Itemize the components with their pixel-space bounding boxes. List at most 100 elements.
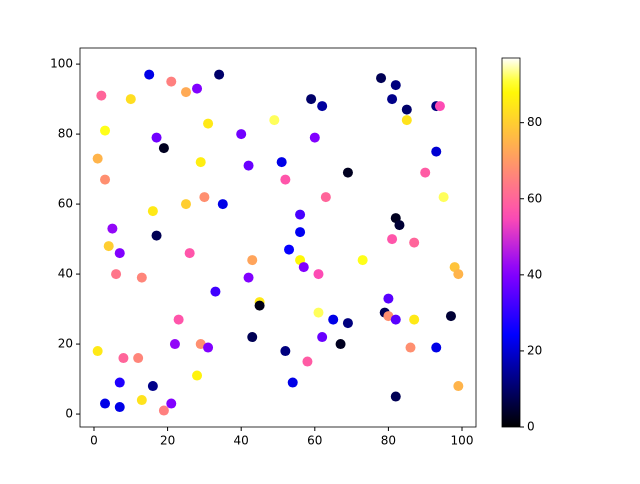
point: [103, 241, 114, 252]
point: [111, 269, 122, 280]
point: [151, 132, 162, 143]
point: [284, 244, 295, 255]
point: [192, 83, 203, 94]
point: [136, 395, 147, 406]
point: [276, 157, 287, 168]
point: [214, 69, 225, 80]
point: [295, 227, 306, 238]
point: [107, 223, 118, 234]
point: [409, 237, 420, 248]
y-tick-label: 60: [58, 197, 73, 211]
point: [100, 174, 111, 185]
point: [394, 220, 405, 231]
point: [269, 115, 280, 126]
point: [387, 94, 398, 105]
point: [144, 69, 155, 80]
colorbar-tick-label: 20: [527, 343, 542, 357]
point: [280, 346, 291, 357]
point: [357, 255, 368, 266]
point: [184, 248, 195, 259]
point: [313, 307, 324, 318]
point: [453, 269, 464, 280]
point: [147, 206, 158, 217]
point: [431, 342, 442, 353]
point: [236, 129, 247, 140]
point: [383, 293, 394, 304]
point: [387, 234, 398, 245]
point: [254, 300, 265, 311]
point: [92, 153, 103, 164]
point: [453, 381, 464, 392]
point: [306, 94, 317, 105]
point: [247, 255, 258, 266]
point: [243, 272, 254, 283]
y-tick-label: 80: [58, 127, 73, 141]
colorbar: [501, 57, 521, 428]
point: [295, 209, 306, 220]
point: [100, 125, 111, 136]
point: [173, 314, 184, 325]
point: [166, 398, 177, 409]
point: [210, 286, 221, 297]
point: [100, 398, 111, 409]
point: [342, 167, 353, 178]
point: [118, 353, 129, 364]
point: [280, 174, 291, 185]
point: [96, 90, 107, 101]
point: [92, 346, 103, 357]
point: [125, 94, 136, 105]
point: [390, 391, 401, 402]
colorbar-tick-label: 80: [527, 115, 542, 129]
point: [114, 377, 125, 388]
point: [217, 199, 228, 210]
point: [409, 314, 420, 325]
colorbar-tick-label: 40: [527, 267, 542, 281]
point: [317, 101, 328, 112]
point: [199, 192, 210, 203]
point: [133, 353, 144, 364]
point: [247, 332, 258, 343]
y-tick-label: 100: [50, 57, 73, 71]
y-tick-label: 20: [58, 337, 73, 351]
point: [195, 157, 206, 168]
point: [320, 192, 331, 203]
point: [309, 132, 320, 143]
y-tick-label: 0: [65, 407, 73, 421]
colorbar-tick-label: 60: [527, 191, 542, 205]
point: [151, 230, 162, 241]
point: [313, 269, 324, 280]
point: [401, 104, 412, 115]
x-tick-label: 20: [160, 434, 175, 448]
point: [203, 118, 214, 129]
point: [287, 377, 298, 388]
point: [114, 248, 125, 259]
plot-frame: [79, 47, 477, 428]
point: [302, 356, 313, 367]
point: [243, 160, 254, 171]
point: [376, 73, 387, 84]
point: [405, 342, 416, 353]
point: [390, 314, 401, 325]
x-tick-label: 40: [234, 434, 249, 448]
point: [317, 332, 328, 343]
point: [180, 199, 191, 210]
x-tick-label: 0: [90, 434, 98, 448]
point: [390, 80, 401, 91]
colorbar-tick-label: 0: [527, 420, 535, 434]
point: [166, 76, 177, 87]
point: [335, 339, 346, 350]
point: [147, 381, 158, 392]
point: [401, 115, 412, 126]
point: [298, 262, 309, 273]
point: [434, 101, 445, 112]
point: [158, 405, 169, 416]
point: [114, 402, 125, 413]
point: [180, 87, 191, 98]
point: [328, 314, 339, 325]
point: [438, 192, 449, 203]
x-tick-label: 60: [307, 434, 322, 448]
x-tick-label: 80: [381, 434, 396, 448]
point: [420, 167, 431, 178]
point: [342, 318, 353, 329]
